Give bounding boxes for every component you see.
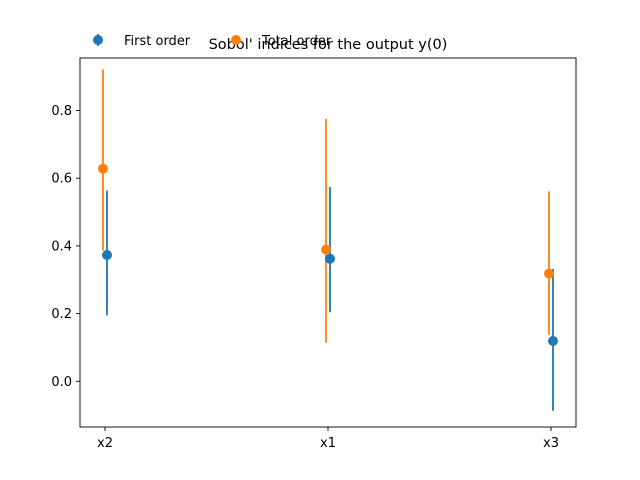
y-tick-label: 0.0	[51, 375, 72, 390]
first-order-point	[325, 253, 335, 264]
legend-label: Total order	[261, 34, 332, 49]
first-order-point	[102, 250, 112, 261]
y-tick-label: 0.6	[51, 172, 72, 187]
x-axis: x2 x1 x3	[97, 427, 559, 451]
chart-title: Sobol' indices for the output y(0)	[209, 37, 448, 53]
first-order-point	[548, 336, 558, 347]
legend-marker	[93, 35, 103, 45]
legend-item-total-order: Total order	[231, 34, 332, 49]
legend-item-first-order: First order	[93, 34, 191, 49]
total-order-point	[98, 163, 108, 174]
x-tick-label-x1: x1	[320, 436, 336, 451]
legend-marker	[231, 35, 241, 45]
data-marks	[98, 69, 558, 411]
plot-area	[80, 58, 576, 427]
legend-label: First order	[124, 34, 191, 49]
total-order-point	[544, 268, 554, 279]
y-tick-label: 0.4	[51, 239, 72, 254]
total-order-point	[321, 244, 331, 255]
legend: First order Total order	[93, 34, 332, 49]
y-axis: 0.0 0.2 0.4 0.6 0.8	[51, 104, 80, 390]
y-tick-label: 0.2	[51, 307, 72, 322]
x-tick-label-x2: x2	[97, 436, 113, 451]
y-tick-label: 0.8	[51, 104, 72, 119]
x-tick-label-x3: x3	[543, 436, 559, 451]
